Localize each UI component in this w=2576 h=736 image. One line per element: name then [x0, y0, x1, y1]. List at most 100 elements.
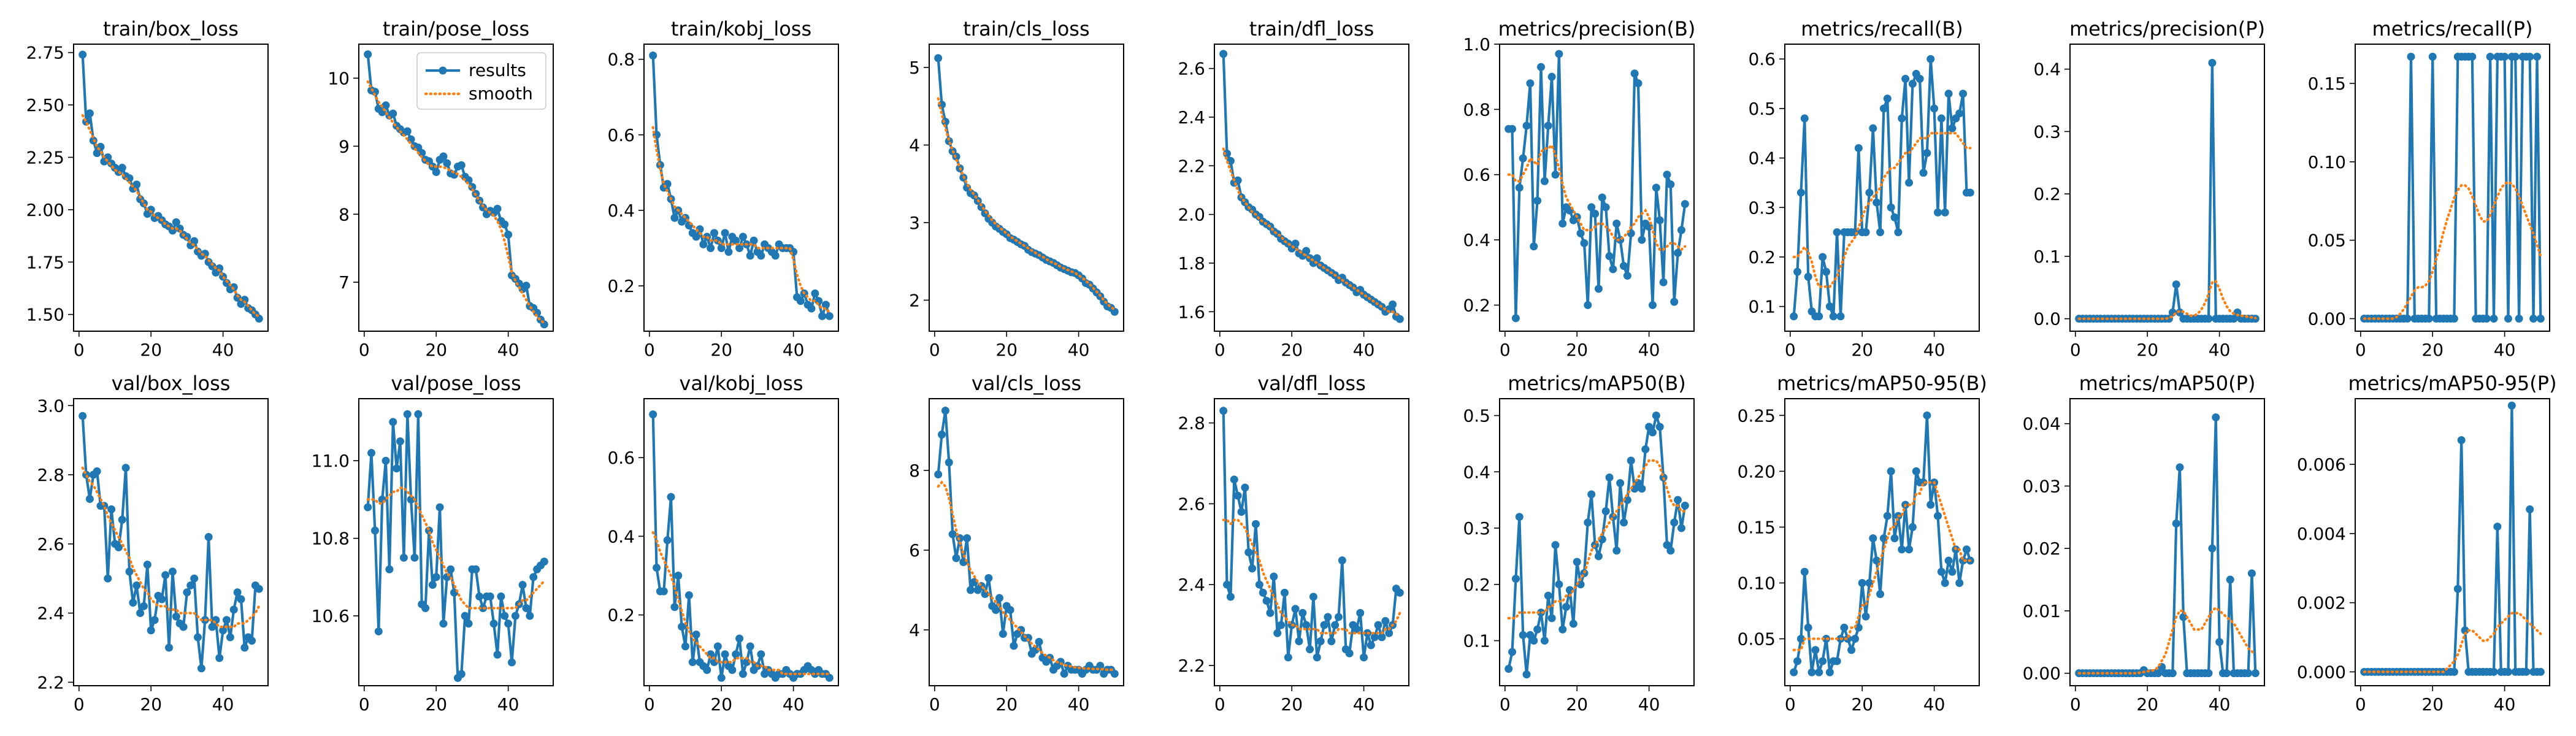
data-point-results	[1298, 608, 1307, 617]
data-point-results	[692, 631, 700, 639]
data-point-results	[1620, 262, 1628, 270]
data-point-results	[389, 109, 397, 118]
data-point-results	[443, 159, 451, 167]
data-point-results	[1655, 216, 1664, 224]
data-point-results	[114, 543, 123, 551]
data-point-results	[724, 248, 733, 256]
y-tick-label: 0.4	[2033, 59, 2061, 80]
series-line-smooth	[81, 114, 261, 318]
series-line-smooth	[2077, 606, 2257, 675]
subplot-title: val/box_loss	[112, 372, 231, 395]
data-point-results	[728, 665, 737, 674]
x-tick-label: 20	[425, 340, 447, 360]
subplot-title: metrics/mAP50(P)	[2079, 372, 2256, 395]
data-point-results	[2403, 315, 2412, 323]
data-point-results	[934, 54, 943, 63]
data-point-results	[139, 602, 148, 610]
data-point-results	[1612, 546, 1621, 555]
y-tick-label: 2.6	[1178, 59, 1205, 79]
data-point-results	[1641, 445, 1650, 454]
data-point-results	[389, 418, 397, 426]
x-tick-label: 20	[2421, 694, 2444, 715]
data-point-results	[147, 626, 155, 635]
x-tick-label: 0	[74, 694, 85, 715]
data-point-results	[1537, 608, 1546, 617]
axes-frame	[643, 44, 839, 332]
y-tick-label: 2.2	[1178, 656, 1205, 676]
data-point-results	[489, 619, 498, 628]
x-tick-label: 0	[2070, 340, 2081, 360]
data-point-results	[1374, 621, 1382, 629]
data-point-results	[1790, 312, 1798, 321]
plot-area	[1505, 50, 1689, 323]
x-tick-label: 40	[1638, 340, 1660, 360]
data-point-results	[2168, 308, 2177, 316]
plot-area	[649, 410, 834, 682]
data-point-results	[1869, 124, 1877, 132]
data-point-results	[934, 470, 943, 478]
data-point-results	[125, 567, 134, 576]
data-point-results	[2244, 669, 2253, 678]
data-point-results	[464, 619, 473, 628]
data-point-results	[2168, 669, 2177, 678]
subplot-title: metrics/recall(P)	[2372, 17, 2533, 40]
y-tick-label: 2.2	[1178, 156, 1205, 176]
data-point-results	[1526, 79, 1535, 88]
subplot-title: train/box_loss	[103, 17, 239, 40]
subplot-metrics-precision-b: metrics/precision(B) 0 20 40 0.2 0.4 0.6 0.8 1.0	[1463, 17, 1695, 360]
data-point-results	[678, 623, 686, 631]
data-point-results	[1555, 50, 1563, 58]
data-point-results	[738, 232, 747, 241]
data-point-results	[507, 658, 516, 667]
data-point-results	[1313, 254, 1321, 263]
subplot-title: val/cls_loss	[972, 372, 1081, 395]
data-point-results	[1908, 80, 1917, 88]
subplot-metrics-precision-p: metrics/precision(P) 0 20 40 0.0 0.1 0.2 0.3 0.4	[2033, 17, 2265, 360]
y-tick-label: 0.000	[2297, 662, 2346, 682]
data-point-results	[821, 301, 830, 309]
y-tick-label: 2.25	[26, 147, 64, 167]
data-point-results	[2493, 523, 2502, 531]
y-tick-label: 0.4	[1463, 462, 1490, 482]
data-point-results	[500, 611, 509, 620]
y-tick-label: 0.2	[607, 276, 635, 296]
data-point-results	[1522, 670, 1531, 679]
data-point-results	[248, 637, 256, 645]
series-line-smooth	[1222, 147, 1401, 318]
data-point-results	[1547, 72, 1556, 81]
y-tick-label: 2.4	[37, 604, 64, 624]
data-point-results	[1555, 580, 1563, 589]
y-tick-label: 0.20	[1738, 461, 1776, 481]
data-point-results	[2515, 315, 2523, 323]
axes-frame	[1499, 44, 1695, 332]
data-point-results	[215, 654, 224, 662]
data-point-results	[1533, 625, 1542, 634]
data-point-results	[194, 633, 202, 642]
data-point-results	[735, 244, 744, 253]
data-point-results	[1800, 114, 1809, 123]
data-point-results	[233, 588, 242, 597]
data-point-results	[1908, 523, 1917, 531]
x-tick-label: 40	[212, 694, 234, 715]
data-point-results	[161, 571, 170, 580]
x-tick-label: 20	[1851, 340, 1873, 360]
data-point-results	[1912, 467, 1920, 475]
data-point-results	[692, 232, 700, 241]
y-tick-label: 2.4	[1178, 575, 1205, 595]
data-point-results	[713, 642, 722, 651]
y-tick-label: 10	[328, 68, 350, 88]
y-tick-label: 2.6	[1178, 494, 1205, 514]
data-point-results	[1905, 178, 1914, 187]
data-point-results	[1262, 597, 1271, 605]
y-tick-label: 0.6	[1463, 165, 1490, 185]
subplot-val-box-loss: val/box_loss 0 20 40 2.2 2.4 2.6 2.8 3.0	[37, 372, 269, 715]
data-point-results	[1584, 301, 1592, 309]
data-point-results	[374, 627, 383, 635]
data-point-results	[179, 623, 188, 631]
data-point-results	[403, 410, 412, 418]
data-point-results	[1873, 198, 1881, 207]
data-point-results	[1898, 545, 1906, 554]
data-point-results	[1655, 423, 1664, 431]
data-point-results	[118, 164, 126, 172]
data-point-results	[2490, 315, 2498, 323]
